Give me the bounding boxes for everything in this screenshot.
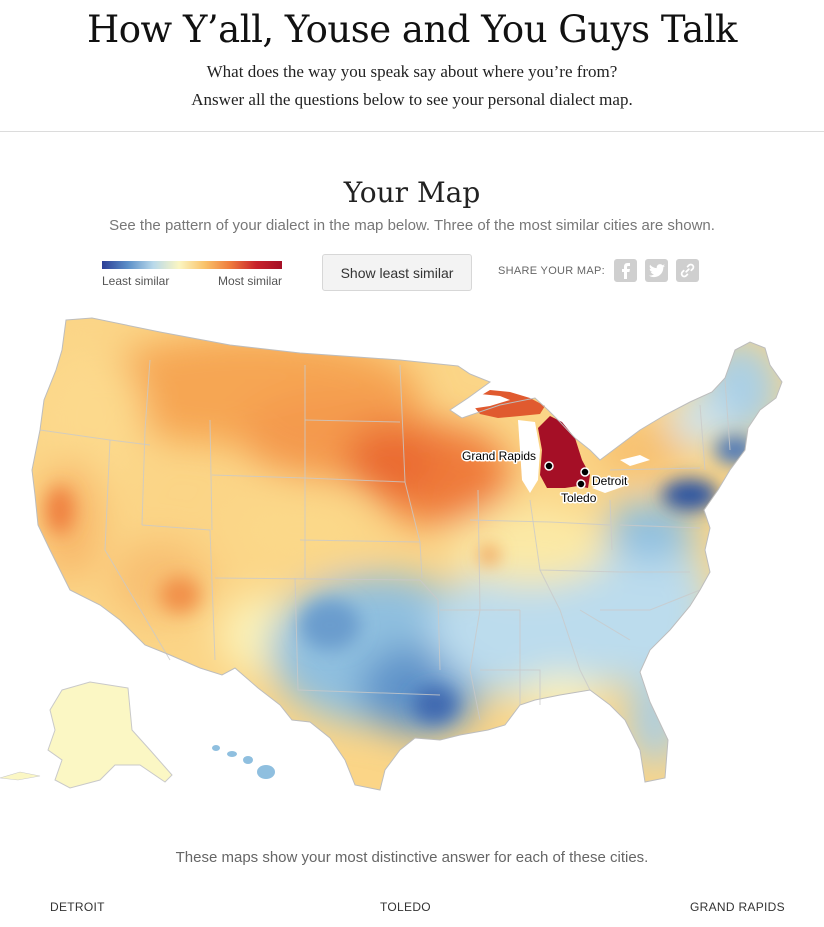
map-description: See the pattern of your dialect in the m… — [109, 217, 715, 234]
city-heading-grand-rapids: GRAND RAPIDS — [690, 900, 785, 914]
great-lakes — [462, 394, 650, 493]
legend-most-label: Most similar — [217, 274, 282, 288]
map-title: Your Map — [343, 176, 481, 209]
city-label-detroit: Detroit — [592, 474, 628, 488]
link-icon[interactable] — [676, 259, 699, 282]
city-heading-detroit: DETROIT — [50, 900, 105, 914]
dialect-similarity-map: Grand Rapids Detroit Toledo — [0, 317, 783, 791]
city-marker-toledo[interactable]: Toledo — [560, 479, 598, 507]
legend-color-bar — [102, 261, 282, 269]
city-marker-detroit[interactable]: Detroit — [580, 467, 630, 490]
city-heading-toledo: TOLEDO — [380, 900, 431, 914]
legend-least-label: Least similar — [102, 274, 170, 288]
header-divider — [0, 131, 824, 132]
share-label: SHARE YOUR MAP: — [498, 265, 605, 277]
facebook-icon[interactable] — [614, 259, 637, 282]
state-borders — [39, 359, 731, 721]
show-least-similar-button[interactable]: Show least similar — [322, 254, 472, 291]
aleutian-islands — [0, 771, 41, 781]
city-label-toledo: Toledo — [561, 491, 597, 505]
page-title: How Y’all, Youse and You Guys Talk — [87, 8, 737, 51]
alaska — [47, 681, 173, 789]
city-label-grand-rapids: Grand Rapids — [462, 449, 536, 463]
page-subtitle: What does the way you speak say about wh… — [206, 62, 618, 81]
twitter-icon[interactable] — [645, 259, 668, 282]
page-instructions: Answer all the questions below to see yo… — [191, 90, 633, 109]
distinctive-answer-note: These maps show your most distinctive an… — [175, 849, 649, 866]
similarity-legend: Least similar Most similar — [102, 261, 282, 290]
us-outline — [31, 317, 783, 791]
hawaii — [212, 745, 275, 779]
city-marker-grand-rapids[interactable]: Grand Rapids — [461, 448, 554, 471]
